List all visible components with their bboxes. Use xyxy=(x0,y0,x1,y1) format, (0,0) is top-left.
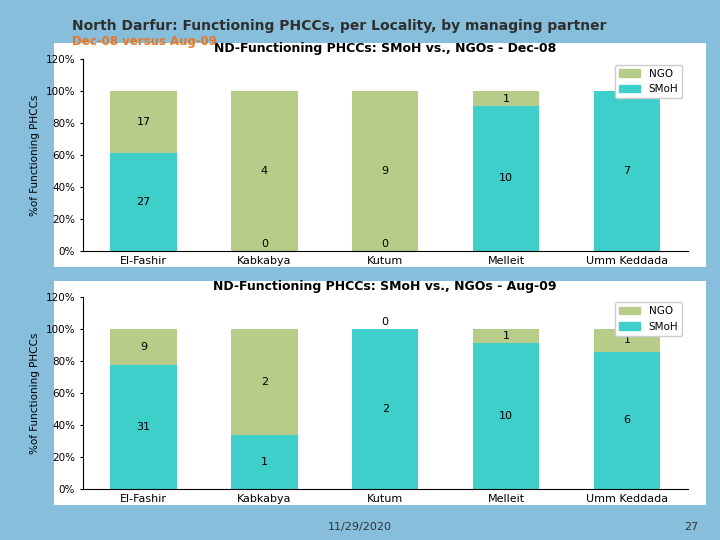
Bar xyxy=(231,435,297,489)
Text: 10: 10 xyxy=(499,411,513,421)
Bar xyxy=(352,91,418,251)
Text: 2: 2 xyxy=(382,404,389,414)
Title: ND-Functioning PHCCs: SMoH vs., NGOs - Aug-09: ND-Functioning PHCCs: SMoH vs., NGOs - A… xyxy=(213,280,557,293)
Text: Dec-08 versus Aug-09: Dec-08 versus Aug-09 xyxy=(72,35,217,48)
Text: 9: 9 xyxy=(382,166,389,176)
Y-axis label: %of Functioning PHCCs: %of Functioning PHCCs xyxy=(30,94,40,216)
Text: 9: 9 xyxy=(140,342,147,352)
Legend: NGO, SMoH: NGO, SMoH xyxy=(616,302,683,336)
Bar xyxy=(110,91,176,153)
Bar xyxy=(473,106,539,251)
Text: 6: 6 xyxy=(624,415,631,425)
Text: 10: 10 xyxy=(499,173,513,184)
Bar xyxy=(231,91,297,251)
Text: 27: 27 xyxy=(684,522,698,532)
Bar xyxy=(473,343,539,489)
Bar xyxy=(594,329,660,352)
Text: North Darfur: Functioning PHCCs, per Locality, by managing partner: North Darfur: Functioning PHCCs, per Loc… xyxy=(72,19,606,33)
Text: 2: 2 xyxy=(261,377,268,387)
Text: 7: 7 xyxy=(624,166,631,176)
Text: 1: 1 xyxy=(503,331,510,341)
Text: 17: 17 xyxy=(137,117,150,127)
Bar xyxy=(594,91,660,251)
Bar xyxy=(110,365,176,489)
Bar xyxy=(473,91,539,106)
Text: 1: 1 xyxy=(503,93,510,104)
Legend: NGO, SMoH: NGO, SMoH xyxy=(616,65,683,98)
Text: 4: 4 xyxy=(261,166,268,176)
Bar xyxy=(594,352,660,489)
Text: 31: 31 xyxy=(137,422,150,432)
Bar xyxy=(352,329,418,489)
Bar xyxy=(473,329,539,343)
Text: 0: 0 xyxy=(261,239,268,249)
Bar xyxy=(110,153,176,251)
Bar xyxy=(231,329,297,435)
Text: 0: 0 xyxy=(382,239,389,249)
Text: 0: 0 xyxy=(382,316,389,327)
Text: 11/29/2020: 11/29/2020 xyxy=(328,522,392,532)
Text: 1: 1 xyxy=(624,335,631,346)
Text: 0: 0 xyxy=(624,79,631,89)
Text: 27: 27 xyxy=(136,197,150,207)
Title: ND-Functioning PHCCs: SMoH vs., NGOs - Dec-08: ND-Functioning PHCCs: SMoH vs., NGOs - D… xyxy=(214,43,557,56)
Text: 1: 1 xyxy=(261,457,268,467)
Bar xyxy=(110,329,176,365)
Y-axis label: %of Functioning PHCCs: %of Functioning PHCCs xyxy=(30,332,40,454)
